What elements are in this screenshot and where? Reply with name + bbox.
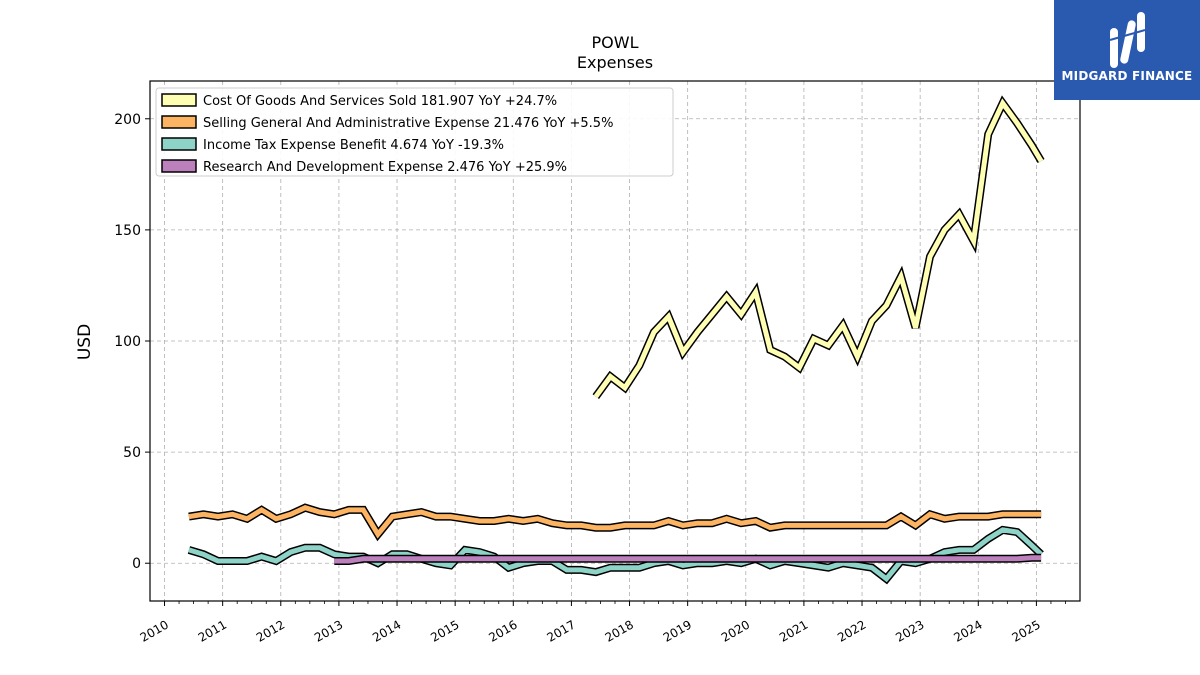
series-3 <box>187 525 1044 585</box>
x-tick-label: 2011 <box>196 617 229 644</box>
chart-title: POWL <box>592 33 639 52</box>
y-tick-label: 100 <box>114 334 141 350</box>
x-tick-label: 2023 <box>893 617 926 644</box>
x-tick-label: 2010 <box>138 617 171 644</box>
brand-logo: MIDGARD FINANCE <box>1054 0 1200 100</box>
legend: Cost Of Goods And Services Sold 181.907 … <box>155 87 674 177</box>
y-axis-label: USD <box>75 324 95 360</box>
legend-swatch <box>161 93 197 107</box>
x-tick-label: 2012 <box>254 617 287 644</box>
series-group <box>187 95 1045 585</box>
legend-entry: Cost Of Goods And Services Sold 181.907 … <box>161 93 557 109</box>
y-tick-label: 150 <box>114 223 141 239</box>
legend-entry: Income Tax Expense Benefit 4.674 YoY -19… <box>161 137 504 153</box>
legend-swatch <box>161 137 197 151</box>
y-tick-label: 50 <box>123 445 141 461</box>
y-tick-label: 0 <box>132 556 141 572</box>
series-1 <box>592 95 1045 399</box>
legend-swatch <box>161 115 197 129</box>
legend-entry: Selling General And Administrative Expen… <box>161 115 613 131</box>
series-line <box>188 505 1042 539</box>
x-tick-label: 2021 <box>777 617 810 644</box>
x-tick-label: 2016 <box>486 617 519 644</box>
series-4 <box>334 553 1042 565</box>
x-tick-label: 2024 <box>951 617 984 644</box>
x-tick-label: 2013 <box>312 617 345 644</box>
series-line-outline <box>187 525 1044 585</box>
series-2 <box>188 503 1042 542</box>
x-tick-label: 2020 <box>719 617 752 644</box>
x-tick-label: 2015 <box>428 617 461 644</box>
chart-subtitle: Expenses <box>577 53 653 72</box>
legend-label: Research And Development Expense 2.476 Y… <box>203 160 567 175</box>
legend-label: Income Tax Expense Benefit 4.674 YoY -19… <box>203 138 504 153</box>
legend-entry: Research And Development Expense 2.476 Y… <box>161 159 567 175</box>
legend-label: Cost Of Goods And Services Sold 181.907 … <box>203 94 557 109</box>
x-tick-label: 2022 <box>835 617 868 644</box>
x-tick-label: 2025 <box>1009 617 1042 644</box>
brand-name: MIDGARD FINANCE <box>1061 69 1193 83</box>
x-tick-label: 2014 <box>370 617 403 644</box>
x-tick-label: 2019 <box>661 617 694 644</box>
y-tick-label: 200 <box>114 112 141 128</box>
series-line <box>334 555 1042 564</box>
x-tick-label: 2017 <box>544 617 577 644</box>
x-tick-label: 2018 <box>603 617 636 644</box>
series-line <box>593 98 1044 399</box>
legend-label: Selling General And Administrative Expen… <box>203 116 613 131</box>
legend-box <box>155 87 674 177</box>
legend-swatch <box>161 159 197 173</box>
brand-mark-icon <box>1109 12 1146 68</box>
